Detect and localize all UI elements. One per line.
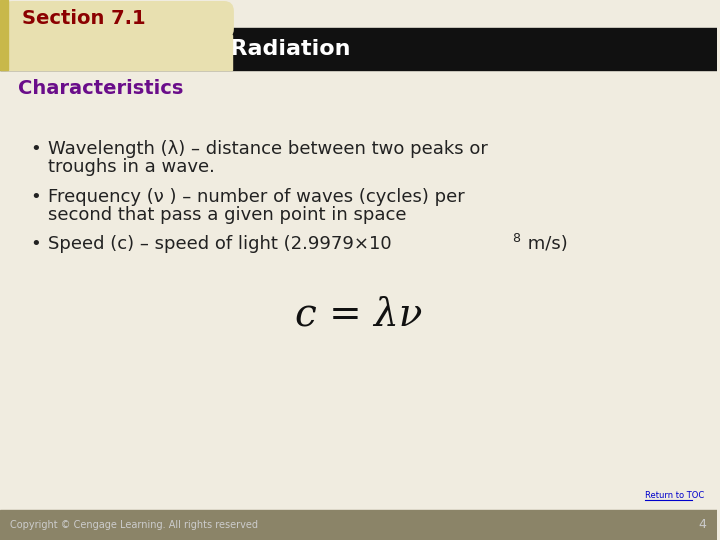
Text: Speed (c) – speed of light (2.9979×10: Speed (c) – speed of light (2.9979×10 xyxy=(48,235,392,253)
Bar xyxy=(0,28,716,70)
Bar xyxy=(0,0,8,70)
Bar xyxy=(0,510,716,540)
Text: Wavelength (λ) – distance between two peaks or: Wavelength (λ) – distance between two pe… xyxy=(48,140,487,158)
Text: troughs in a wave.: troughs in a wave. xyxy=(48,158,215,176)
Text: Return to TOC: Return to TOC xyxy=(645,491,704,500)
Bar xyxy=(6,35,232,70)
Text: c = λν: c = λν xyxy=(294,296,422,334)
Text: 4: 4 xyxy=(698,518,706,531)
Text: Frequency (ν ) – number of waves (cycles) per: Frequency (ν ) – number of waves (cycles… xyxy=(48,188,464,206)
Text: Electromagnetic Radiation: Electromagnetic Radiation xyxy=(18,39,351,59)
Text: second that pass a given point in space: second that pass a given point in space xyxy=(48,206,406,224)
FancyBboxPatch shape xyxy=(3,1,234,39)
Text: •: • xyxy=(30,140,40,158)
Text: Section 7.1: Section 7.1 xyxy=(22,10,145,29)
Text: 8: 8 xyxy=(513,232,521,245)
Text: Characteristics: Characteristics xyxy=(18,78,184,98)
Text: •: • xyxy=(30,188,40,206)
Text: Copyright © Cengage Learning. All rights reserved: Copyright © Cengage Learning. All rights… xyxy=(10,520,258,530)
Text: •: • xyxy=(30,235,40,253)
Text: m/s): m/s) xyxy=(523,235,568,253)
